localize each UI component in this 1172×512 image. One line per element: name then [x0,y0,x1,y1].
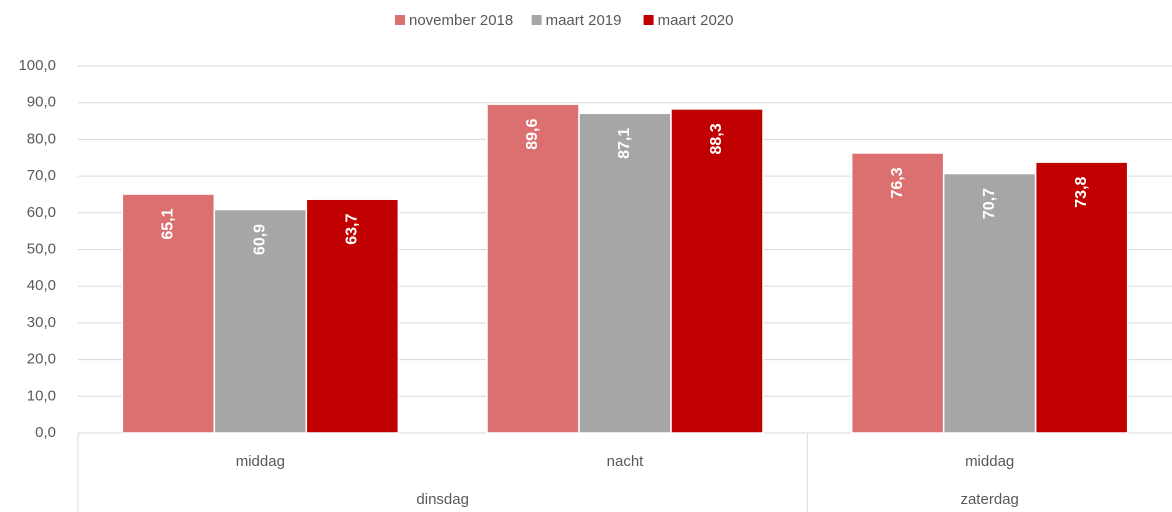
value-label: 60,9 [252,224,269,255]
value-label: 89,6 [524,118,541,149]
group-label: zaterdag [960,491,1018,508]
x-tick-label: nacht [607,453,645,470]
value-label: 76,3 [889,167,906,198]
bar [305,198,400,434]
y-tick-label: 10,0 [27,387,56,404]
y-tick-label: 90,0 [27,94,56,111]
bar [121,193,216,434]
legend-swatch [643,15,654,25]
legend-label: november 2018 [409,12,513,29]
bar [670,108,764,434]
y-tick-label: 100,0 [18,57,56,74]
value-label: 87,1 [616,128,633,159]
value-label: 88,3 [708,123,725,154]
y-tick-label: 20,0 [27,351,56,368]
x-tick-label: middag [236,453,285,470]
legend-label: maart 2020 [658,12,734,29]
group-label: dinsdag [416,491,469,508]
bar [486,103,580,434]
value-label: 65,1 [160,208,177,239]
bar [213,208,308,434]
legend-label: maart 2019 [546,12,622,29]
legend-swatch [531,15,542,25]
y-tick-label: 30,0 [27,314,56,331]
bar [1034,161,1129,434]
y-tick-label: 50,0 [27,240,56,257]
value-label: 63,7 [344,214,361,245]
bar [942,172,1037,434]
x-tick-label: middag [965,453,1014,470]
bar [850,152,945,434]
y-tick-label: 0,0 [35,424,56,441]
value-label: 70,7 [981,188,998,219]
value-label: 73,8 [1073,176,1090,207]
legend-swatch [395,15,405,25]
y-tick-label: 40,0 [27,277,56,294]
y-tick-label: 70,0 [27,167,56,184]
bar [578,112,672,434]
y-tick-label: 80,0 [27,130,56,147]
y-tick-label: 60,0 [27,204,56,221]
